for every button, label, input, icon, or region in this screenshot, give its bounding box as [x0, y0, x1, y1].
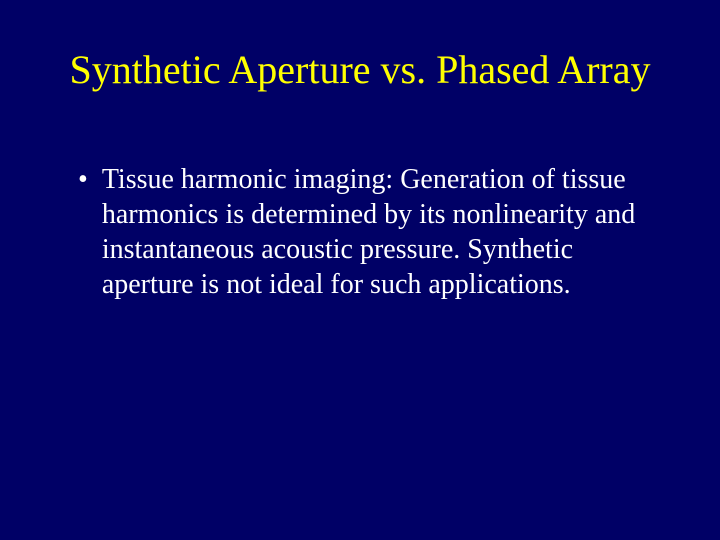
- slide-content: • Tissue harmonic imaging: Generation of…: [0, 162, 720, 302]
- slide-title: Synthetic Aperture vs. Phased Array: [0, 0, 720, 92]
- bullet-text: Tissue harmonic imaging: Generation of t…: [102, 162, 660, 302]
- presentation-slide: Synthetic Aperture vs. Phased Array • Ti…: [0, 0, 720, 540]
- bullet-item: • Tissue harmonic imaging: Generation of…: [78, 162, 660, 302]
- bullet-marker: •: [78, 162, 88, 197]
